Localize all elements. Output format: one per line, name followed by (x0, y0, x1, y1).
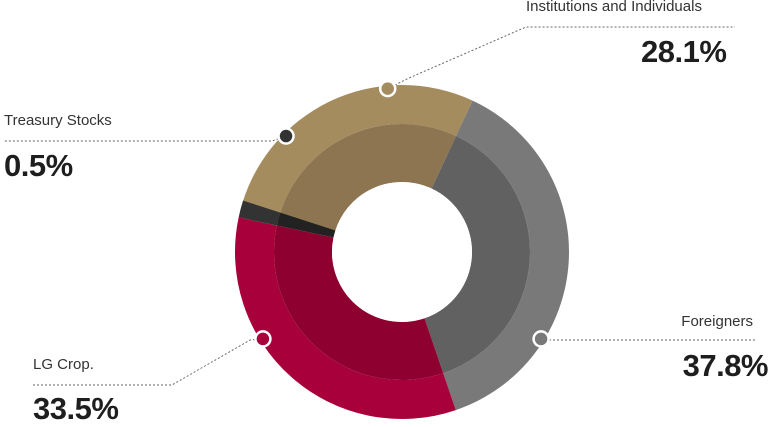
value-institutions: 28.1% (641, 34, 727, 69)
slice-inner-foreigners (424, 135, 530, 374)
slice-treasury-stocks (238, 200, 281, 226)
marker-lg-crop (254, 330, 272, 348)
slice-lg-crop (235, 217, 456, 419)
leader-line-foreigners (541, 338, 755, 341)
label-foreigners: Foreigners (681, 313, 753, 330)
label-treasury-stocks: Treasury Stocks (4, 112, 112, 129)
marker-foreigners (532, 330, 550, 348)
slice-inner-treasury-stocks (276, 212, 336, 238)
value-lg-crop: 33.5% (33, 391, 119, 426)
value-foreigners: 37.8% (682, 348, 769, 383)
leader-line-treasury-stocks (4, 135, 287, 142)
slice-institutions (239, 85, 473, 222)
value-treasury-stocks: 0.5% (4, 148, 73, 183)
slice-inner-lg-crop (274, 225, 444, 380)
label-institutions: Institutions and Individuals (526, 0, 702, 15)
marker-treasury-stocks (277, 127, 295, 145)
leader-line-lg-crop (33, 338, 263, 386)
marker-institutions (378, 79, 397, 98)
label-lg-crop: LG Crop. (33, 356, 94, 373)
donut-hole (332, 182, 472, 322)
slice-inner-institutions (277, 123, 457, 236)
